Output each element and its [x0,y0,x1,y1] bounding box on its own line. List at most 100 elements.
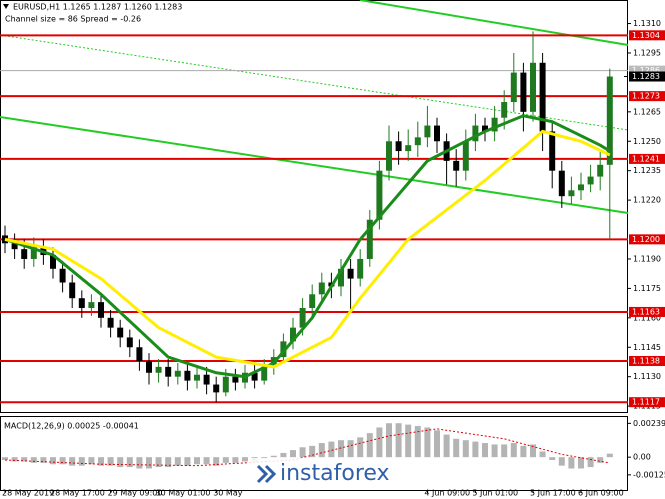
candle-body [78,298,85,309]
macd-bar [405,424,412,458]
macd-bar [395,423,402,458]
macd-bar [520,445,527,458]
candle-body [88,302,95,309]
candle-body [376,170,383,220]
macd-bar [78,457,85,466]
candle-body [213,384,220,393]
candle-body [482,125,488,132]
macd-bar [366,433,373,458]
candle-body [59,268,66,283]
candle-body [136,347,143,361]
y-tick-label: 1.1310 [633,19,661,28]
macd-bar [50,457,56,465]
level-label-bg [629,397,665,408]
candle-body [501,102,508,118]
candle-body [318,282,325,295]
x-tick-label: 5 Jun 17:00 [530,489,576,498]
macd-bar [501,444,508,458]
candle-body [530,62,536,112]
macd-bar [280,452,287,458]
level-label: 1.1163 [632,307,660,316]
candle-body [261,366,268,381]
macd-bar [232,457,239,463]
x-tick-label: 6 Jun 09:00 [578,489,624,498]
main-frame [0,0,628,413]
macd-bar [290,450,296,458]
level-label: 1.1304 [632,31,660,40]
macd-bar [270,455,277,458]
macd-bar [606,453,613,458]
level-label-bg [629,91,665,102]
macd-bar [203,457,210,465]
candle-body [453,160,460,171]
candle-body [222,376,229,393]
menu-arrow [3,4,9,9]
macd-bar [414,426,421,458]
level-label: 1.1273 [632,92,660,101]
macd-bar [376,427,383,458]
candle-body [126,337,133,348]
candle-body [203,374,210,385]
macd-bar [11,457,18,462]
chart-subtitle: Channel size = 86 Spread = -0.26 [5,15,141,24]
macd-bar [443,434,450,458]
macd-y-tick-label: 0.00 [633,453,651,462]
macd-bar [194,457,200,465]
y-tick-label: 1.1130 [633,372,661,381]
macd-bar [107,457,114,466]
macd-bar [2,457,8,461]
candle-body [69,282,76,299]
last-label: 1.1283 [632,72,660,81]
candle-body [405,145,412,152]
y-tick-label: 1.1265 [633,107,661,116]
macd-bar [462,440,469,458]
macd-frame [0,416,628,491]
macd-bar [88,457,95,465]
level-label: 1.1241 [632,154,660,163]
candle-body [11,243,18,250]
macd-bar [597,457,604,463]
x-tick-label: 28 May 2019 [2,489,54,498]
candle-body [386,141,392,171]
moving-average [4,129,611,369]
candle-body [338,268,344,287]
candle-body [107,317,114,328]
macd-bar [424,427,431,458]
watermark-logo: instaforex [248,458,416,488]
macd-bar [491,444,498,458]
candle-body [606,76,613,165]
level-label-bg [629,355,665,366]
macd-bar [98,457,104,466]
ask-label: 1.1286 [632,66,660,75]
macd-bar [482,443,488,458]
candle-body [558,170,565,197]
macd-bar [69,457,76,466]
macd-bar [40,457,47,463]
candle-body [539,62,546,132]
level-label-bg [629,153,665,164]
level-label: 1.1200 [632,235,660,244]
macd-bar [530,444,536,458]
x-tick-label: 30 May 01:00 [156,489,211,498]
macd-bar [184,457,191,466]
macd-bar [386,423,392,458]
candle-body [510,72,517,103]
macd-bar [126,457,133,468]
macd-y-tick-label: -0.00125 [633,470,665,479]
macd-bar [587,457,594,468]
candle-body [50,255,56,269]
candle-body [414,137,421,146]
macd-title: MACD(12,26,9) 0.00025 -0.00041 [4,422,139,431]
y-tick-label: 1.1295 [633,48,661,57]
macd-bar [453,438,460,458]
macd-bar [328,441,335,458]
candle-body [462,141,469,171]
candle-body [184,370,191,381]
macd-bar [242,457,248,462]
candle-body [424,125,431,138]
candle-body [21,249,28,259]
x-tick-label: 28 May 17:00 [50,489,105,498]
candle-body [347,268,354,279]
